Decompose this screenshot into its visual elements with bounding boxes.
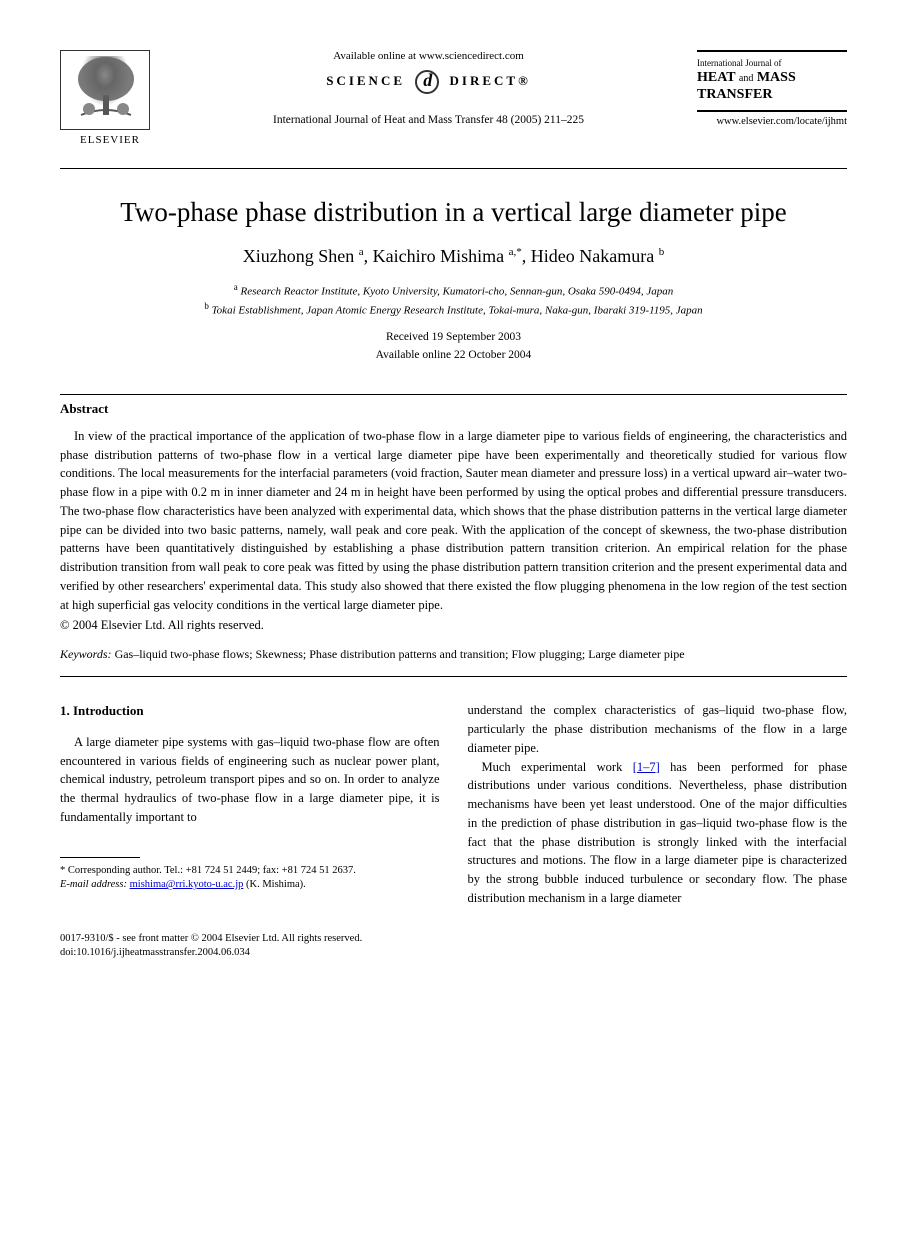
online-date: Available online 22 October 2004 <box>376 349 532 361</box>
abstract-copyright: © 2004 Elsevier Ltd. All rights reserved… <box>60 618 847 633</box>
available-online-text: Available online at www.sciencedirect.co… <box>180 50 677 62</box>
author-1: Xiuzhong Shen <box>243 246 355 266</box>
jb-line1b: MASS <box>757 70 796 85</box>
keywords: Keywords: Gas–liquid two-phase flows; Sk… <box>60 647 847 662</box>
journal-box-rule <box>697 110 847 112</box>
publisher-logo: ELSEVIER <box>60 50 160 160</box>
author-3-aff: b <box>659 246 665 258</box>
right-column: understand the complex characteristics o… <box>468 701 848 907</box>
email-person: (K. Mishima). <box>246 879 306 890</box>
journal-box-title: HEAT and MASS TRANSFER <box>697 70 847 104</box>
center-header: Available online at www.sciencedirect.co… <box>160 50 697 126</box>
email-line: E-mail address: mishima@rri.kyoto-u.ac.j… <box>60 878 440 893</box>
author-2-aff: a,* <box>509 246 522 258</box>
article-dates: Received 19 September 2003 Available onl… <box>60 329 847 364</box>
left-column: 1. Introduction A large diameter pipe sy… <box>60 701 440 907</box>
authors: Xiuzhong Shen a, Kaichiro Mishima a,*, H… <box>60 246 847 267</box>
author-3: Hideo Nakamura <box>531 246 654 266</box>
body-columns: 1. Introduction A large diameter pipe sy… <box>60 701 847 907</box>
page-footer: 0017-9310/$ - see front matter © 2004 El… <box>60 932 847 961</box>
aff-a: Research Reactor Institute, Kyoto Univer… <box>240 286 673 298</box>
abstract-body: In view of the practical importance of t… <box>60 427 847 615</box>
section-1-heading: 1. Introduction <box>60 701 440 721</box>
journal-box-container: International Journal of HEAT and MASS T… <box>697 50 847 127</box>
intro-p1: A large diameter pipe systems with gas–l… <box>60 733 440 827</box>
abstract-rule-bottom <box>60 676 847 677</box>
aff-a-sup: a <box>234 282 238 292</box>
publisher-name: ELSEVIER <box>60 134 160 146</box>
corresponding-footnote: * Corresponding author. Tel.: +81 724 51… <box>60 864 440 893</box>
journal-box-pretitle: International Journal of <box>697 58 847 68</box>
affiliations: a Research Reactor Institute, Kyoto Univ… <box>60 281 847 319</box>
jb-and: and <box>739 73 753 84</box>
footnote-separator <box>60 857 140 858</box>
sd-right: DIRECT® <box>450 73 531 88</box>
ref-link-1-7[interactable]: [1–7] <box>633 760 660 774</box>
jb-line1: HEAT <box>697 70 735 85</box>
intro-p2a: understand the complex characteristics o… <box>468 701 848 757</box>
journal-reference: International Journal of Heat and Mass T… <box>180 114 677 126</box>
aff-b: Tokai Establishment, Japan Atomic Energy… <box>212 305 703 317</box>
email-label: E-mail address: <box>60 879 127 890</box>
keywords-text: Gas–liquid two-phase flows; Skewness; Ph… <box>115 647 685 661</box>
footer-line2: doi:10.1016/j.ijheatmasstransfer.2004.06… <box>60 946 847 961</box>
abstract-heading: Abstract <box>60 401 847 417</box>
aff-b-sup: b <box>204 301 209 311</box>
journal-url: www.elsevier.com/locate/ijhmt <box>697 116 847 127</box>
header-rule <box>60 168 847 169</box>
abstract-rule-top <box>60 394 847 395</box>
p2b-pre: Much experimental work <box>482 760 633 774</box>
footer-line1: 0017-9310/$ - see front matter © 2004 El… <box>60 932 847 947</box>
received-date: Received 19 September 2003 <box>386 331 521 343</box>
elsevier-tree-icon <box>60 50 150 130</box>
header-row: ELSEVIER Available online at www.science… <box>60 50 847 160</box>
article-title: Two-phase phase distribution in a vertic… <box>60 197 847 228</box>
sd-left: SCIENCE <box>326 73 405 88</box>
p2b-post: has been performed for phase distributio… <box>468 760 848 905</box>
journal-box: International Journal of HEAT and MASS T… <box>697 50 847 112</box>
science-direct-icon <box>415 70 439 94</box>
corr-author-line: * Corresponding author. Tel.: +81 724 51… <box>60 864 440 879</box>
author-2: Kaichiro Mishima <box>373 246 504 266</box>
science-direct-logo: SCIENCE DIRECT® <box>180 70 677 94</box>
intro-p2b: Much experimental work [1–7] has been pe… <box>468 758 848 908</box>
email-link[interactable]: mishima@rri.kyoto-u.ac.jp <box>130 879 244 890</box>
keywords-label: Keywords: <box>60 647 112 661</box>
author-1-aff: a <box>359 246 364 258</box>
jb-line2: TRANSFER <box>697 87 772 102</box>
